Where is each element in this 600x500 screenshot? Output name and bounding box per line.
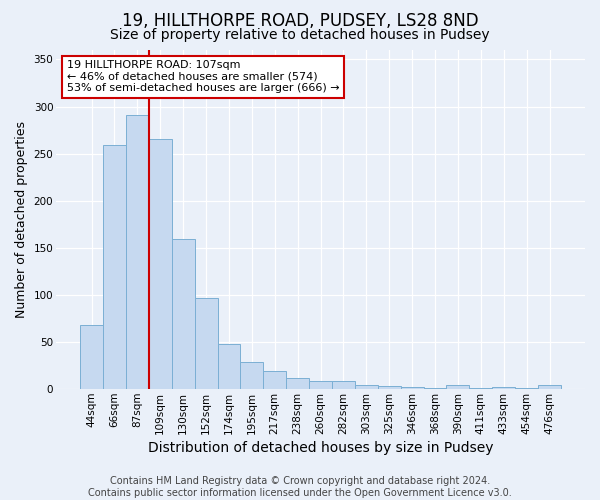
Bar <box>515 388 538 389</box>
Bar <box>286 378 309 389</box>
Bar <box>218 344 241 389</box>
Bar <box>332 380 355 389</box>
Bar <box>172 240 194 389</box>
Text: Size of property relative to detached houses in Pudsey: Size of property relative to detached ho… <box>110 28 490 42</box>
Y-axis label: Number of detached properties: Number of detached properties <box>15 121 28 318</box>
Bar <box>355 386 378 389</box>
Bar <box>241 362 263 389</box>
Bar <box>446 386 469 389</box>
Bar <box>492 388 515 389</box>
Text: Contains HM Land Registry data © Crown copyright and database right 2024.
Contai: Contains HM Land Registry data © Crown c… <box>88 476 512 498</box>
Bar <box>538 386 561 389</box>
Bar <box>469 388 492 389</box>
X-axis label: Distribution of detached houses by size in Pudsey: Distribution of detached houses by size … <box>148 441 493 455</box>
Bar <box>263 372 286 389</box>
Bar <box>103 145 126 389</box>
Text: 19, HILLTHORPE ROAD, PUDSEY, LS28 8ND: 19, HILLTHORPE ROAD, PUDSEY, LS28 8ND <box>122 12 478 30</box>
Bar <box>126 115 149 389</box>
Bar <box>424 388 446 389</box>
Bar <box>378 386 401 389</box>
Bar <box>309 380 332 389</box>
Bar <box>149 140 172 389</box>
Bar <box>80 325 103 389</box>
Text: 19 HILLTHORPE ROAD: 107sqm
← 46% of detached houses are smaller (574)
53% of sem: 19 HILLTHORPE ROAD: 107sqm ← 46% of deta… <box>67 60 339 94</box>
Bar <box>401 388 424 389</box>
Bar <box>194 298 218 389</box>
